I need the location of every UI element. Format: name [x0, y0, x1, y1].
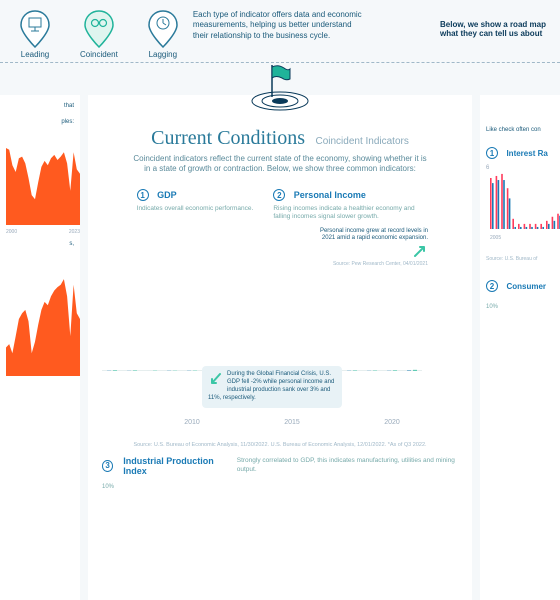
ind-num-2: 2	[273, 189, 285, 201]
left-area-chart-1: 20002023	[6, 135, 74, 235]
left-frag-c: s,	[6, 241, 74, 249]
left-area-chart-2	[6, 256, 74, 386]
pin-leading-icon	[20, 10, 50, 48]
right-ytick-2: 10%	[486, 304, 554, 310]
top-right-text: Below, we show a road map what they can …	[440, 20, 560, 38]
center-chart: Personal income grew at record levels in…	[102, 228, 458, 438]
ind-desc-3: Strongly correlated to GDP, this indicat…	[237, 457, 458, 474]
right-ind-num-1: 1	[486, 147, 498, 159]
glasses-icon	[495, 95, 545, 98]
panel-center: Current Conditions Coincident Indicators…	[88, 95, 472, 600]
right-intro: Like check often con	[486, 127, 554, 135]
mini-ytick: 10%	[102, 484, 458, 490]
pin-coincident-label: Coincident	[80, 50, 118, 59]
ind-desc-1: Indicates overall economic performance.	[137, 205, 254, 213]
pin-lagging-icon	[148, 10, 178, 48]
pin-lagging-label: Lagging	[149, 50, 177, 59]
callout-up-source: Source: Pew Research Center, 04/01/2021	[308, 261, 428, 268]
ind-title-3: Industrial Production Index	[123, 456, 231, 476]
callout-box-text: During the Global Financial Crisis, U.S.…	[208, 371, 334, 400]
svg-text:2010: 2010	[184, 419, 200, 426]
divider-dashed	[0, 62, 560, 63]
center-title-row: Current Conditions Coincident Indicators	[102, 127, 458, 150]
pin-lagging: Lagging	[148, 10, 178, 59]
pin-coincident: Coincident	[80, 10, 118, 59]
svg-text:2000: 2000	[6, 229, 17, 235]
ind-title-2: Personal Income	[294, 190, 366, 200]
panel-left: that ples: 20002023 s,	[0, 95, 80, 600]
svg-text:2005: 2005	[490, 235, 501, 241]
right-source-1: Source: U.S. Bureau of	[486, 256, 554, 262]
center-desc: Coincident indicators reflect the curren…	[130, 154, 430, 175]
left-frag-b: ples:	[6, 119, 74, 127]
top-description: Each type of indicator offers data and e…	[193, 10, 363, 41]
center-subtitle: Coincident Indicators	[315, 136, 408, 147]
left-frag-a: that	[6, 103, 74, 111]
target-icon	[250, 90, 310, 117]
ind-title-1: GDP	[157, 190, 177, 200]
ind-num-3: 3	[102, 460, 113, 472]
indicator-pins: Leading Coincident Lagging	[20, 10, 178, 59]
svg-text:6: 6	[486, 165, 490, 171]
indicator-ipi: 3 Industrial Production Index Strongly c…	[102, 456, 458, 476]
right-ind-num-2: 2	[486, 280, 498, 292]
arrow-up-icon	[412, 243, 428, 259]
ind-desc-2: Rising incomes indicate a healthier econ…	[273, 205, 423, 222]
callout-up-text: Personal income grew at record levels in…	[320, 228, 428, 242]
center-title: Current Conditions	[151, 127, 305, 149]
svg-text:2015: 2015	[284, 419, 300, 426]
svg-text:2020: 2020	[384, 419, 400, 426]
callout-up: Personal income grew at record levels in…	[308, 228, 428, 268]
right-ind-1: 1 Interest Ra	[486, 143, 554, 161]
right-ind-title-2: Consumer	[506, 282, 546, 291]
pin-leading: Leading	[20, 10, 50, 59]
right-ind-title-1: Interest Ra	[506, 149, 547, 158]
ind-num-1: 1	[137, 189, 149, 201]
center-source: Source: U.S. Bureau of Economic Analysis…	[102, 442, 458, 448]
pin-coincident-icon	[84, 10, 114, 48]
svg-text:2023: 2023	[69, 229, 80, 235]
indicator-pi: 2 Personal Income Rising incomes indicat…	[273, 185, 423, 222]
panels-row: that ples: 20002023 s, Current Condition…	[0, 95, 560, 600]
right-ind-2: 2 Consumer	[486, 276, 554, 294]
panel-right: Like check often con 1 Interest Ra 6 2005…	[480, 95, 560, 600]
pin-leading-label: Leading	[21, 50, 49, 59]
arrow-down-icon	[208, 371, 224, 387]
indicators-row: 1 GDP Indicates overall economic perform…	[102, 185, 458, 222]
indicator-gdp: 1 GDP Indicates overall economic perform…	[137, 185, 254, 222]
callout-box: During the Global Financial Crisis, U.S.…	[202, 366, 342, 407]
right-bar-chart-svg: 6 2005	[486, 161, 560, 251]
